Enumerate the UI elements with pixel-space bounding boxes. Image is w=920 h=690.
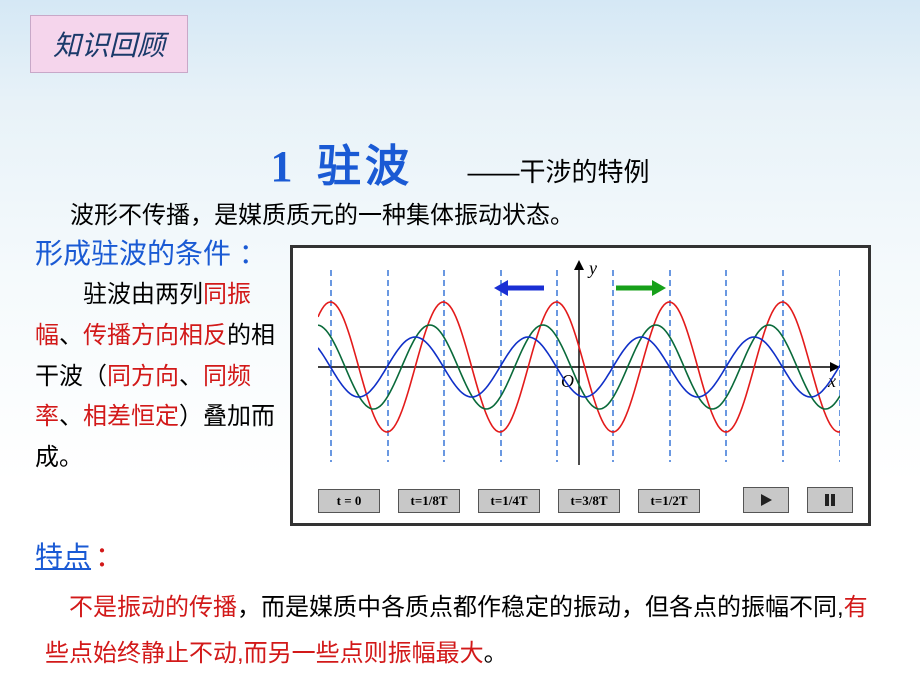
title-row: 1 驻波 ——干涉的特例 — [0, 130, 920, 194]
cond-text: 驻波由两列 — [83, 281, 203, 308]
header-box: 知识回顾 — [30, 15, 188, 73]
media-button-row — [743, 487, 853, 513]
cond-text: 、 — [179, 363, 203, 390]
play-icon — [759, 493, 773, 507]
time-button-row: t = 0 t=1/8T t=1/4T t=3/8T t=1/2T — [318, 489, 700, 513]
cond-red: 同方向 — [107, 363, 179, 390]
cond-red: 传播方向相反 — [83, 322, 227, 349]
title-number: 1 — [271, 142, 293, 191]
feat-text: ，而是媒质中各质点都作稳定的振动，但各点的振幅不同, — [237, 594, 844, 621]
condition-body: 驻波由两列同振幅、传播方向相反的相干波（同方向、同频率、相差恒定）叠加而成。 — [35, 275, 275, 479]
feature-body: 不是振动的传播，而是媒质中各质点都作稳定的振动，但各点的振幅不同,有些点始终静止… — [45, 585, 885, 676]
time-button[interactable]: t=1/2T — [638, 489, 700, 513]
title-main: 驻波 — [317, 142, 413, 191]
play-button[interactable] — [743, 487, 789, 513]
pause-button[interactable] — [807, 487, 853, 513]
condition-title: 形成驻波的条件 ： — [35, 232, 267, 272]
time-button[interactable]: t = 0 — [318, 489, 380, 513]
time-button[interactable]: t=1/4T — [478, 489, 540, 513]
wave-diagram: yxO t = 0 t=1/8T t=1/4T t=3/8T t=1/2T — [290, 245, 871, 526]
wave-plot-svg: yxO — [318, 260, 840, 470]
time-button[interactable]: t=1/8T — [398, 489, 460, 513]
svg-text:y: y — [587, 260, 597, 278]
feat-red: 不是振动的传播 — [69, 594, 237, 621]
cond-text: 、 — [59, 322, 83, 349]
feature-colon: ： — [95, 535, 123, 575]
feature-title: 特点 — [35, 535, 91, 575]
feat-text: 。 — [484, 640, 508, 667]
pause-icon — [823, 493, 837, 507]
svg-text:O: O — [561, 371, 574, 391]
time-button[interactable]: t=3/8T — [558, 489, 620, 513]
cond-red: 相差恒定 — [83, 403, 179, 430]
description-line: 波形不传播，是媒质质元的一种集体振动状态。 — [70, 195, 574, 230]
title-subtitle: ——干涉的特例 — [467, 157, 649, 187]
cond-text: 、 — [59, 403, 83, 430]
